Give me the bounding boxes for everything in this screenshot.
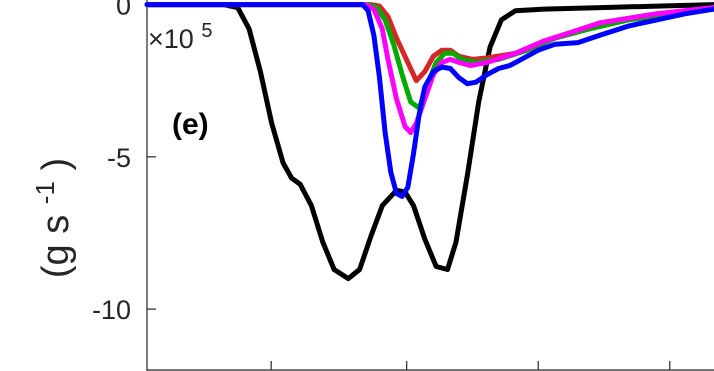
y-tick-label: -10: [92, 295, 131, 325]
y-axis-label: (g s -1 ): [21, 158, 77, 278]
series-line-1: [144, 2, 714, 282]
y-tick-label: 0: [116, 0, 131, 21]
panel-label: (e): [172, 108, 209, 141]
y-multiplier-exp: 5: [201, 20, 212, 42]
series-line-5: [144, 2, 714, 199]
y-multiplier: ×10 5: [148, 20, 212, 54]
x-ticks: [270, 361, 671, 370]
y-tick-label: -5: [107, 143, 131, 173]
axes: [146, 0, 714, 371]
y-axis-label-main: (g s: [35, 215, 77, 278]
y-axis-label-sup: -1: [30, 181, 60, 204]
y-axis-label-close: ): [35, 158, 77, 171]
y-ticks: 0 -5 -10: [92, 0, 156, 325]
series-group: [144, 2, 714, 282]
y-multiplier-base: ×10: [148, 24, 194, 54]
